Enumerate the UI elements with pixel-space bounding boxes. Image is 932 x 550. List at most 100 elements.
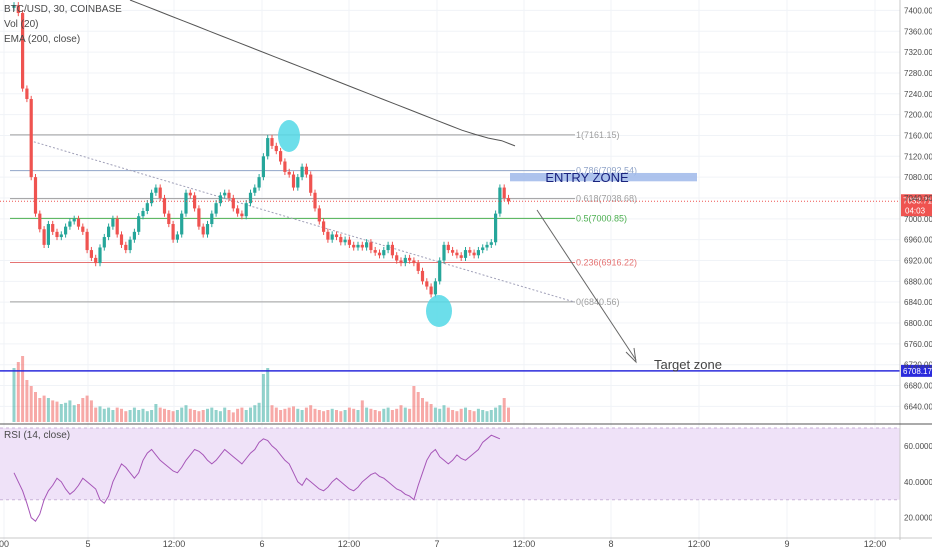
volume-bar [240,407,244,422]
trend-line [29,140,576,303]
ema-label[interactable]: EMA (200, close) [4,34,81,45]
volume-bar [34,392,37,422]
candle-body [188,192,192,196]
volume-bar [244,410,248,422]
candle-body [154,187,158,193]
candle-body [390,244,394,256]
candle-body [25,88,29,99]
volume-bar [279,410,283,422]
volume-bar [201,410,205,422]
volume-bar [102,408,106,422]
candle-body [76,218,81,227]
volume-bar [335,410,338,422]
volume-bar [51,400,55,422]
volume-bar [42,395,46,422]
y-tick-label: 7360.00 [904,27,932,36]
candle-body [21,13,25,89]
candle-body [51,224,55,232]
rsi-tick-label: 60.0000 [904,442,932,451]
candle-body [102,237,106,248]
candle-body [72,218,76,222]
volume-bar [498,405,502,422]
volume-bar [386,407,390,422]
candle-body [94,257,98,264]
candle-body [12,5,16,8]
volume-bar [459,408,463,422]
symbol-label[interactable]: BTC/USD, 30, COINBASE [4,4,122,15]
volume-bar [373,410,377,422]
candle-body [266,138,270,157]
volume-bar [438,408,442,422]
candle-body [184,192,188,214]
candle-body [322,221,326,232]
volume-bar [330,408,334,422]
candle-body [253,187,257,193]
volume-bar [46,398,50,422]
volume-bar [29,386,33,422]
volume-bar [451,410,455,422]
candle-body [334,234,339,238]
candle-body [438,260,442,282]
candle-body [352,244,356,248]
rsi-label[interactable]: RSI (14, close) [4,430,71,441]
candle-body [365,242,369,248]
volume-bar [390,410,394,422]
candle-body [330,234,334,240]
candle-body [420,270,425,282]
candle-body [489,242,493,245]
volume-bar [231,412,235,422]
fib-level-label: 0.5(7000.85) [576,213,627,223]
candle-body [403,257,407,264]
volume-bar [68,400,72,422]
volume-bar [369,408,373,422]
volume-label[interactable]: Vol (20) [4,19,39,30]
volume-bar [296,408,300,422]
rsi-tick-label: 20.0000 [904,514,932,523]
y-tick-label: 6720.00 [904,361,932,370]
candle-body [167,213,171,225]
volume-bar [304,407,308,422]
candle-body [498,187,502,214]
volume-bar [489,410,493,422]
candle-body [304,166,308,175]
x-tick-label: 12:00 [338,539,361,549]
volume-bar [412,386,416,422]
candle-body [236,208,240,214]
volume-bar [339,411,343,422]
candle-body [150,192,154,204]
volume-bar [197,411,201,422]
volume-bar [464,407,467,422]
volume-bar [120,408,123,422]
volume-bar [154,404,158,422]
volume-bar [352,408,356,422]
volume-bar [77,404,80,422]
candle-body [369,242,373,251]
rsi-band [0,428,900,500]
candle-body [33,177,38,214]
candle-body [472,252,476,256]
candle-body [197,208,201,227]
volume-bar [223,407,227,422]
candle-body [227,192,231,198]
volume-bar [292,406,295,422]
candle-body [145,203,149,211]
y-tick-label: 6960.00 [904,236,932,245]
candle-body [395,255,399,261]
candle-body [416,263,420,271]
candle-body [481,247,485,251]
candle-body [46,224,50,245]
x-tick-label: 12:00 [864,539,887,549]
volume-bar [416,392,420,422]
x-tick-label: 6 [259,539,264,549]
volume-bar [347,407,351,422]
candle-body [240,213,244,217]
candle-body [248,192,253,204]
candle-body [459,255,463,258]
top-circle-marker [278,120,300,152]
y-tick-label: 7000.00 [904,215,932,224]
volume-bar [227,410,231,422]
volume-bar [236,408,240,422]
volume-bar [408,408,412,422]
